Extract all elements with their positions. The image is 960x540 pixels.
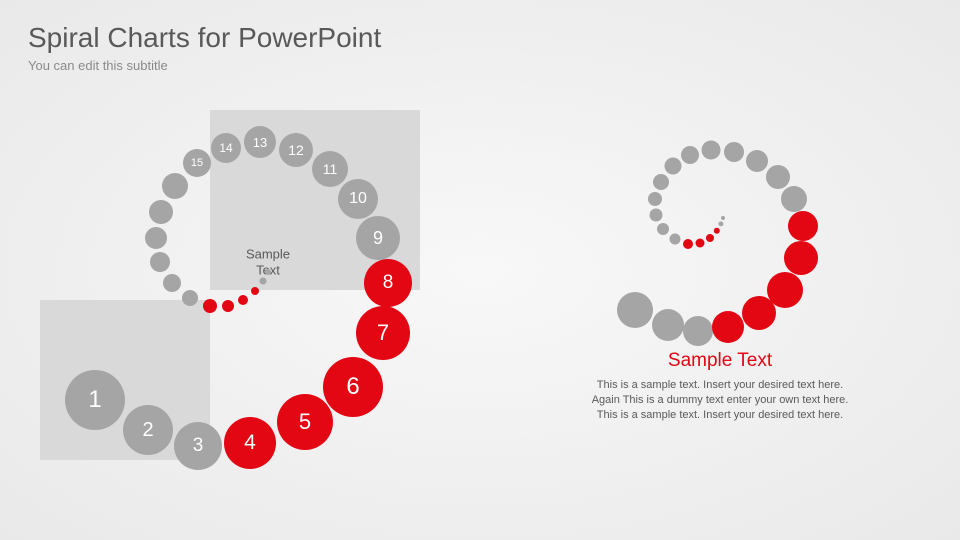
- left-circle-dot-18: [150, 252, 170, 272]
- left-circle-8: 8: [364, 259, 412, 307]
- left-circle-13: 13: [244, 126, 276, 158]
- right-circle-20: [683, 239, 693, 249]
- left-circle-7: 7: [356, 306, 410, 360]
- left-circle-dot-23: [238, 295, 248, 305]
- left-circle-15: 15: [183, 149, 211, 177]
- left-circle-11: 11: [312, 151, 348, 187]
- left-circle-dot-24: [251, 287, 259, 295]
- right-circle-15: [653, 174, 669, 190]
- left-circle-dot-16: [149, 200, 173, 224]
- left-circle-dot-17: [145, 227, 167, 249]
- left-circle-1: 1: [65, 370, 125, 430]
- left-circle-14: 14: [211, 133, 241, 163]
- right-circle-18: [657, 223, 669, 235]
- right-circle-5: [767, 272, 803, 308]
- left-circle-3: 3: [174, 422, 222, 470]
- right-circle-8: [781, 186, 807, 212]
- right-circle-23: [714, 228, 720, 234]
- right-circle-14: [665, 158, 682, 175]
- left-circle-6: 6: [323, 357, 383, 417]
- right-circle-7: [788, 211, 818, 241]
- right-sample-title: Sample Text: [565, 350, 875, 372]
- left-circle-5: 5: [277, 394, 333, 450]
- left-circle-2: 2: [123, 405, 173, 455]
- right-circle-12: [702, 141, 721, 160]
- left-circle-dot-21: [203, 299, 217, 313]
- right-circle-11: [724, 142, 744, 162]
- right-circle-3: [712, 311, 744, 343]
- left-circle-4: 4: [224, 417, 276, 469]
- right-circle-13: [681, 146, 699, 164]
- left-circle-9: 9: [356, 216, 400, 260]
- left-circle-12: 12: [279, 133, 313, 167]
- left-circle-dot-15: [162, 173, 188, 199]
- left-circle-dot-25: [260, 278, 267, 285]
- right-text-block: Sample Text This is a sample text. Inser…: [565, 350, 875, 423]
- right-circle-24: [718, 221, 723, 226]
- right-sample-body: This is a sample text. Insert your desir…: [565, 378, 875, 423]
- right-circle-25: [721, 216, 725, 220]
- right-circle-10: [746, 150, 768, 172]
- left-circle-dot-19: [163, 274, 181, 292]
- left-circle-dot-22: [222, 300, 234, 312]
- right-circle-22: [706, 234, 714, 242]
- right-circle-1: [652, 309, 684, 341]
- slide-title: Spiral Charts for PowerPoint: [28, 22, 381, 54]
- left-circle-dot-20: [182, 290, 198, 306]
- left-circle-10: 10: [338, 179, 378, 219]
- left-circle-dot-26: [265, 269, 271, 275]
- slide-subtitle: You can edit this subtitle: [28, 58, 168, 73]
- right-circle-17: [650, 209, 663, 222]
- right-circle-9: [766, 165, 790, 189]
- right-circle-6: [784, 241, 818, 275]
- right-circle-21: [696, 239, 705, 248]
- right-circle-19: [670, 234, 681, 245]
- right-circle-2: [683, 316, 713, 346]
- right-circle-0: [617, 292, 653, 328]
- right-circle-16: [648, 192, 662, 206]
